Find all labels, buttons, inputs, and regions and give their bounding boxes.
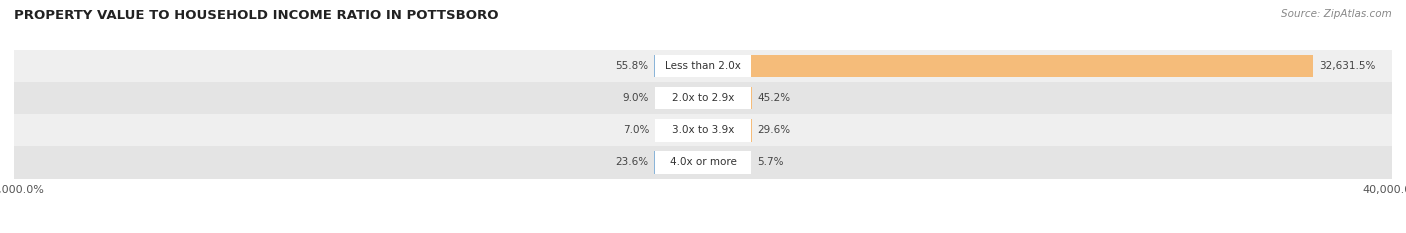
Text: 45.2%: 45.2% [758,93,790,103]
Bar [751,55,1313,77]
Text: 4.0x or more: 4.0x or more [669,158,737,168]
Text: 7.0%: 7.0% [623,125,650,135]
Text: Less than 2.0x: Less than 2.0x [665,61,741,71]
Bar [655,55,751,77]
Text: 9.0%: 9.0% [623,93,650,103]
Legend: Without Mortgage, With Mortgage: Without Mortgage, With Mortgage [582,231,824,233]
Text: PROPERTY VALUE TO HOUSEHOLD INCOME RATIO IN POTTSBORO: PROPERTY VALUE TO HOUSEHOLD INCOME RATIO… [14,9,499,22]
Text: 23.6%: 23.6% [616,158,648,168]
Text: 32,631.5%: 32,631.5% [1319,61,1375,71]
Bar [14,50,1392,82]
Bar [14,114,1392,146]
Bar [655,87,751,109]
Text: Source: ZipAtlas.com: Source: ZipAtlas.com [1281,9,1392,19]
Bar [14,82,1392,114]
Text: 3.0x to 3.9x: 3.0x to 3.9x [672,125,734,135]
Text: 55.8%: 55.8% [616,61,648,71]
Bar [655,151,751,174]
Text: 5.7%: 5.7% [756,158,783,168]
Text: 2.0x to 2.9x: 2.0x to 2.9x [672,93,734,103]
Bar [14,146,1392,178]
Bar [655,119,751,141]
Text: 29.6%: 29.6% [758,125,790,135]
